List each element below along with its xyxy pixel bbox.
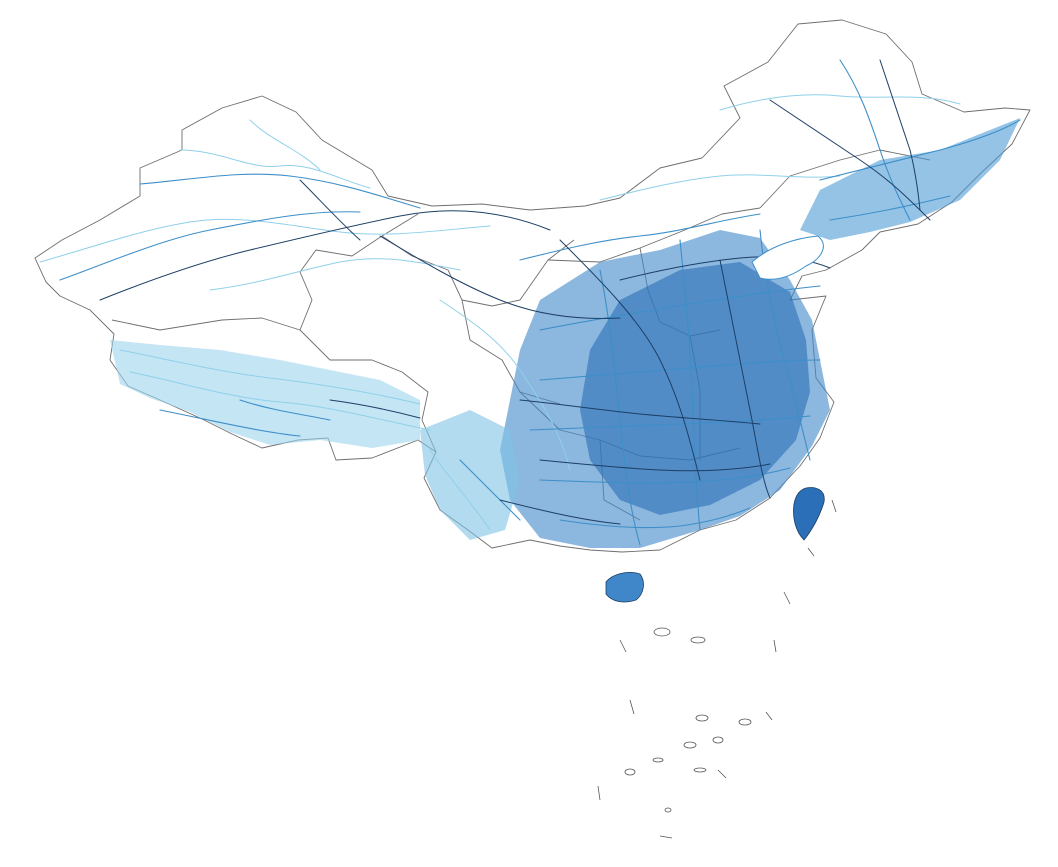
country-outline <box>34 19 1031 553</box>
south-sea-islands <box>597 499 837 839</box>
dense-road-area <box>110 118 1020 548</box>
bohai-sea <box>751 235 824 280</box>
hainan-island <box>605 572 644 603</box>
road-network <box>39 59 1021 546</box>
taiwan-island <box>793 487 825 541</box>
